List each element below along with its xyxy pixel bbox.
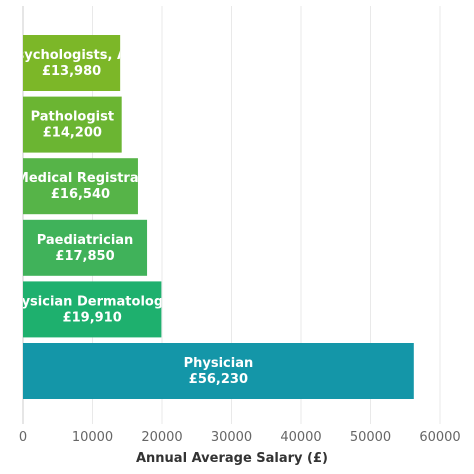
x-tick-label: 50000 xyxy=(350,430,391,445)
bar-value-label: £17,850 xyxy=(55,249,114,264)
x-tick-label: 0 xyxy=(19,430,27,445)
bar-4 xyxy=(23,281,162,338)
bar-5 xyxy=(23,343,414,399)
bar-category-label: Pathologist xyxy=(31,110,114,125)
bar-label-group: Paediatrician£17,850 xyxy=(37,233,134,264)
x-axis-title: Annual Average Salary (£) xyxy=(136,451,328,466)
bar-label-group: Medical Registrar£16,540 xyxy=(16,171,146,202)
x-tick-label: 10000 xyxy=(72,430,113,445)
bar-label-group: Psychologists, All£13,980 xyxy=(7,48,136,79)
x-axis-ticks: 0 10000 20000 30000 40000 50000 60000 xyxy=(19,430,461,445)
x-tick-label: 30000 xyxy=(211,430,252,445)
bar-value-label: £56,230 xyxy=(189,372,248,387)
bar-category-label: Paediatrician xyxy=(37,233,134,248)
x-tick-label: 40000 xyxy=(280,430,321,445)
bar-label-group: Physician Dermatologist£19,910 xyxy=(3,294,182,325)
x-tick-label: 20000 xyxy=(141,430,182,445)
bar-value-label: £19,910 xyxy=(63,310,122,325)
bars: Psychologists, All£13,980 Pathologist£14,… xyxy=(3,35,414,399)
bar-category-label: Physician xyxy=(184,356,254,371)
bar-category-label: Psychologists, All xyxy=(7,48,136,63)
bar-value-label: £14,200 xyxy=(43,126,102,141)
bar-1 xyxy=(23,96,122,153)
bar-0 xyxy=(23,35,121,91)
bar-value-label: £16,540 xyxy=(51,187,110,202)
bar-category-label: Medical Registrar xyxy=(16,171,146,186)
bar-label-group: Pathologist£14,200 xyxy=(31,110,114,141)
bar-label-group: Physician£56,230 xyxy=(184,356,254,387)
bar-3 xyxy=(23,219,148,276)
x-tick-label: 60000 xyxy=(419,430,460,445)
bar-2 xyxy=(23,158,138,215)
bar-category-label: Physician Dermatologist xyxy=(3,294,182,309)
bar-value-label: £13,980 xyxy=(42,64,101,79)
